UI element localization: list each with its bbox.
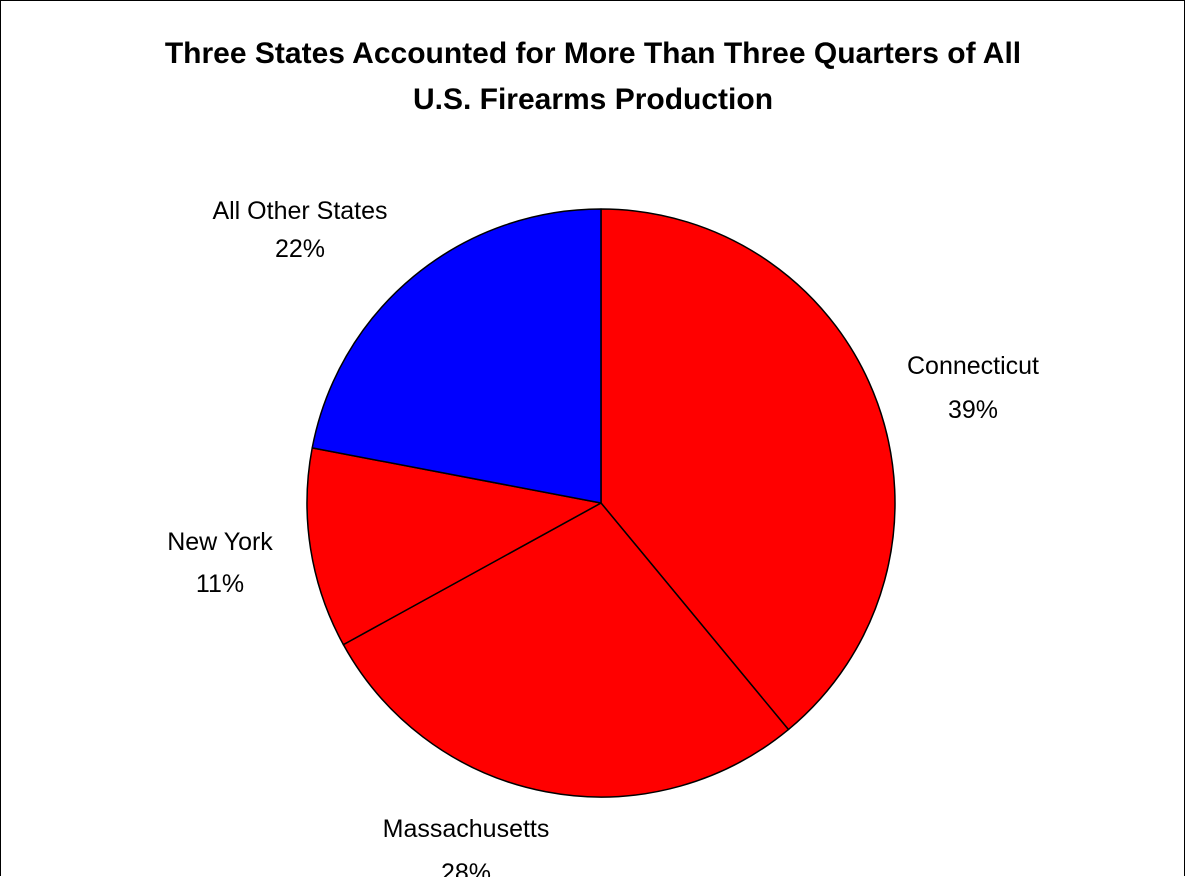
pie-slice-all-other-states xyxy=(311,208,602,504)
pie-slices xyxy=(306,208,896,798)
slice-label-name-new-york: New York xyxy=(167,528,273,556)
chart-title: Three States Accounted for More Than Thr… xyxy=(0,31,1186,123)
slice-label-value-connecticut: 39% xyxy=(948,396,998,424)
pie-slice-new-york xyxy=(306,447,602,646)
pie-labels: Connecticut 39% Massachusetts 28% New York 11… xyxy=(167,197,1039,877)
chart-title-line-2: U.S. Firearms Production xyxy=(412,83,774,116)
chart-title-line-1: Three States Accounted for More Than Thr… xyxy=(164,37,1022,70)
pie-slice-connecticut xyxy=(600,208,896,731)
slice-label-value-new-york: 11% xyxy=(196,570,244,598)
slice-label-name-connecticut: Connecticut xyxy=(907,352,1039,380)
pie-slice-massachusetts xyxy=(342,502,790,798)
slice-label-name-massachusetts: Massachusetts xyxy=(383,815,550,843)
slice-label-value-all-other-states: 22% xyxy=(275,235,325,263)
slice-label-name-all-other-states: All Other States xyxy=(212,197,387,225)
slice-label-value-massachusetts: 28% xyxy=(441,859,491,877)
